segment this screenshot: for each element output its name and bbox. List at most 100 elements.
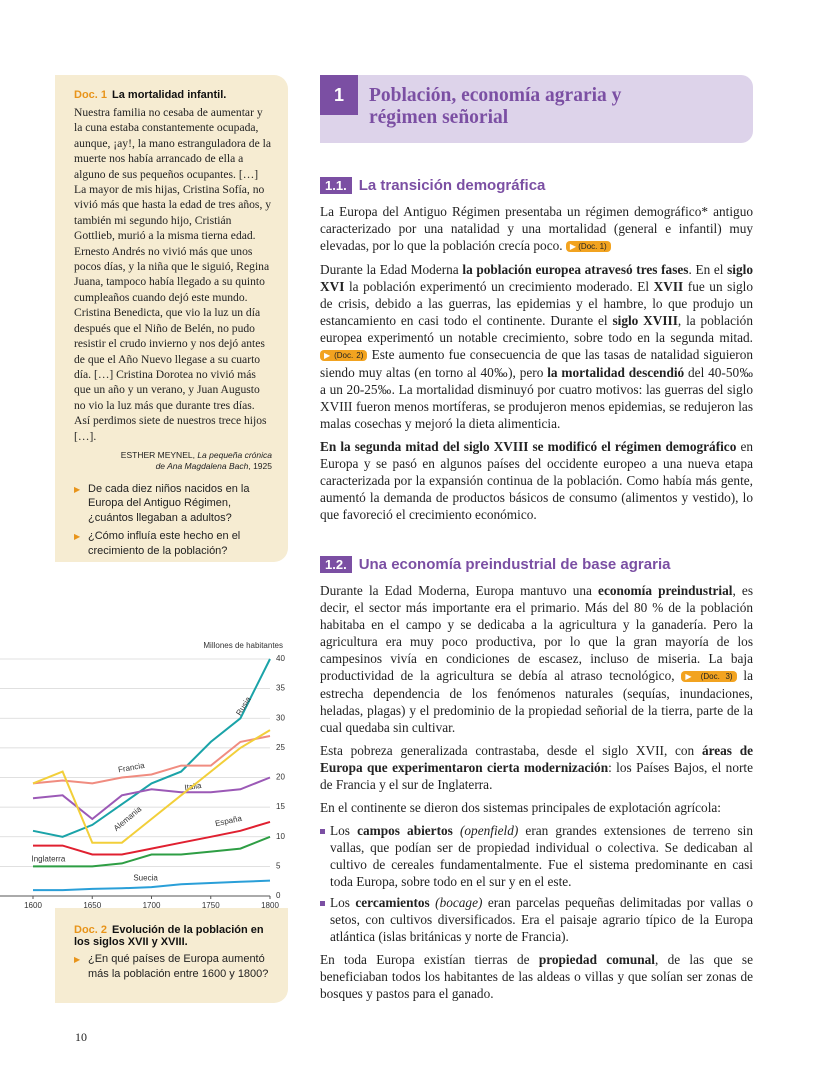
doc1-title: La mortalidad infantil. <box>112 89 227 101</box>
doc2-box: Doc. 2 Evolución de la población en los s… <box>55 908 288 1003</box>
text-run: . En el <box>688 262 728 277</box>
text-run: La Europa del Antiguo Régimen presentaba… <box>320 204 753 253</box>
doc2-label: Doc. 2 <box>74 924 108 936</box>
y-axis-title: Millones de habitantes <box>203 641 283 650</box>
y-tick-label: 30 <box>276 713 285 722</box>
bold-run: XVII <box>653 279 684 294</box>
y-tick-label: 15 <box>276 802 285 811</box>
paragraph: Esta pobreza generalizada contrastaba, d… <box>320 742 753 793</box>
italic-run: La pequeña crónica de Ana Magdalena Bach <box>155 449 272 471</box>
paragraph: Durante la Edad Moderna, Europa mantuvo … <box>320 582 753 736</box>
section-heading: 1.1. La transición demográfica <box>320 177 753 194</box>
series-line <box>32 776 271 821</box>
series-line <box>33 820 271 856</box>
doc2-heading: Doc. 2 Evolución de la población en los s… <box>74 924 276 948</box>
y-tick-label: 25 <box>276 743 285 752</box>
doc2-question: ¿En qué países de Europa aumentó más la … <box>74 952 276 981</box>
bullet-list: Los campos abiertos (openfield) eran gra… <box>320 822 753 945</box>
chapter-title: Población, economía agraria y régimen se… <box>369 85 622 128</box>
doc1-question: De cada diez niños nacidos en la Europa … <box>74 482 272 526</box>
chapter-header: 1 Población, economía agraria y régimen … <box>320 75 753 143</box>
text-run: , la población europea experimentó un no… <box>320 313 753 345</box>
text-run: Los <box>330 895 356 910</box>
paragraph: En el continente se dieron dos sistemas … <box>320 799 753 816</box>
bold-run: economía preindustrial <box>598 583 733 598</box>
paragraph: La Europa del Antiguo Régimen presentaba… <box>320 203 753 255</box>
series-line <box>32 735 271 785</box>
doc1-box: Doc. 1 La mortalidad infantil. Nuestra fa… <box>55 75 288 562</box>
italic-run: (bocage) <box>435 895 483 910</box>
section-title: La transición demográfica <box>358 177 546 194</box>
doc1-questions: De cada diez niños nacidos en la Europa … <box>74 482 272 559</box>
italic-run: (openfield) <box>459 823 519 838</box>
bullet-item: Los campos abiertos (openfield) eran gra… <box>320 822 753 890</box>
text-run <box>453 823 460 838</box>
text-run: Este aumento fue consecuencia de que las… <box>320 347 754 380</box>
series-label: España <box>214 814 243 829</box>
text-run: del 40-50‰ a un 20-25‰. La mortalidad di… <box>320 365 753 431</box>
bold-run: campos abiertos <box>357 823 453 838</box>
series-line <box>33 835 271 868</box>
series-label: Francia <box>117 761 145 775</box>
text-run: eran parcelas pequeñas delimitadas por v… <box>330 895 753 944</box>
text-run: Esta pobreza generalizada contrastaba, d… <box>320 743 702 758</box>
text-run: , de las que se beneficiaban todos los h… <box>320 952 754 1001</box>
doc2-questions: ¿En qué países de Europa aumentó más la … <box>74 952 276 981</box>
section-heading: 1.2. Una economía preindustrial de base a… <box>320 556 753 573</box>
text-run: , 1925 <box>248 460 272 471</box>
y-tick-label: 35 <box>276 684 285 693</box>
y-tick-label: 5 <box>276 861 281 870</box>
bullet-item: Los cercamientos (bocage) eran parcelas … <box>320 894 753 945</box>
tag-run: (Doc. 2) <box>320 350 368 361</box>
chapter-number: 1 <box>320 75 358 115</box>
bold-run: siglo XVI <box>320 262 753 294</box>
series-line <box>32 658 271 838</box>
text-run: , es decir, el sector más importante era… <box>320 583 753 683</box>
text-run: Durante la Edad Moderna, Europa mantuvo … <box>320 583 599 598</box>
main-column: 1 Población, economía agraria y régimen … <box>320 75 753 1008</box>
doc1-text: Nuestra familia no cesaba de aumentar y … <box>74 106 272 443</box>
section-number: 1.2. <box>320 556 352 573</box>
population-chart: Millones de habitantes 0 5 10 15 20 25 30 35 40 16… <box>0 641 285 908</box>
tag-run: (Doc. 3) <box>681 671 737 682</box>
text-run: eran grandes extensiones de terreno sin … <box>330 823 754 889</box>
series-line <box>33 879 271 892</box>
x-tick-label: 1650 <box>83 901 101 908</box>
text-run: En toda Europa existían tierras de <box>320 952 539 967</box>
x-tick-label: 1600 <box>24 901 42 908</box>
text-run: Durante la Edad Moderna <box>320 262 463 277</box>
y-tick-label: 40 <box>276 654 285 663</box>
bold-run: En la segunda mitad del siglo XVIII se m… <box>320 439 737 454</box>
doc1-heading: Doc. 1 La mortalidad infantil. <box>74 89 272 101</box>
paragraph: En toda Europa existían tierras de propi… <box>320 951 753 1002</box>
text-run: Los <box>330 823 358 838</box>
text-run: fue un siglo de crisis, debido a las gue… <box>320 279 754 328</box>
paragraph: En la segunda mitad del siglo XVIII se m… <box>320 438 753 523</box>
bold-run: cercamientos <box>355 895 430 910</box>
tag-run: (Doc. 1) <box>565 241 611 252</box>
doc1-label: Doc. 1 <box>74 89 108 101</box>
text-run: la estrecha dependencia de los fenómenos… <box>320 668 754 735</box>
y-tick-label: 20 <box>276 773 285 782</box>
bold-run: la mortalidad descendió <box>547 365 685 380</box>
doc2-title: Evolución de la población en los siglos … <box>74 924 264 948</box>
doc1-source: ESTHER MEYNEL, La pequeña crónica de Ana… <box>114 450 272 472</box>
section-number: 1.1. <box>320 177 352 194</box>
section-title: Una economía preindustrial de base agrar… <box>358 556 671 573</box>
sections: 1.1. La transición demográfica La Europa d… <box>320 177 753 1002</box>
bold-run: siglo XVIII <box>612 313 678 328</box>
text-run: En el continente se dieron dos sistemas … <box>320 800 721 815</box>
x-tick-label: 1750 <box>202 901 220 908</box>
x-tick-label: 1700 <box>143 901 161 908</box>
text-run: : los Países Bajos, el norte de Francia … <box>320 760 753 792</box>
bold-run: propiedad comunal <box>538 952 655 967</box>
series-label: Inglaterra <box>32 854 66 863</box>
text-run: la población experimentó un crecimiento … <box>344 279 654 294</box>
series-label: Suecia <box>133 873 158 882</box>
page-number: 10 <box>75 1030 87 1044</box>
series-line <box>32 729 271 844</box>
x-tick-label: 1800 <box>261 901 279 908</box>
text-run: en Europa y se pasó en algunos países de… <box>320 439 753 522</box>
paragraph: Durante la Edad Moderna la población eur… <box>320 261 753 432</box>
